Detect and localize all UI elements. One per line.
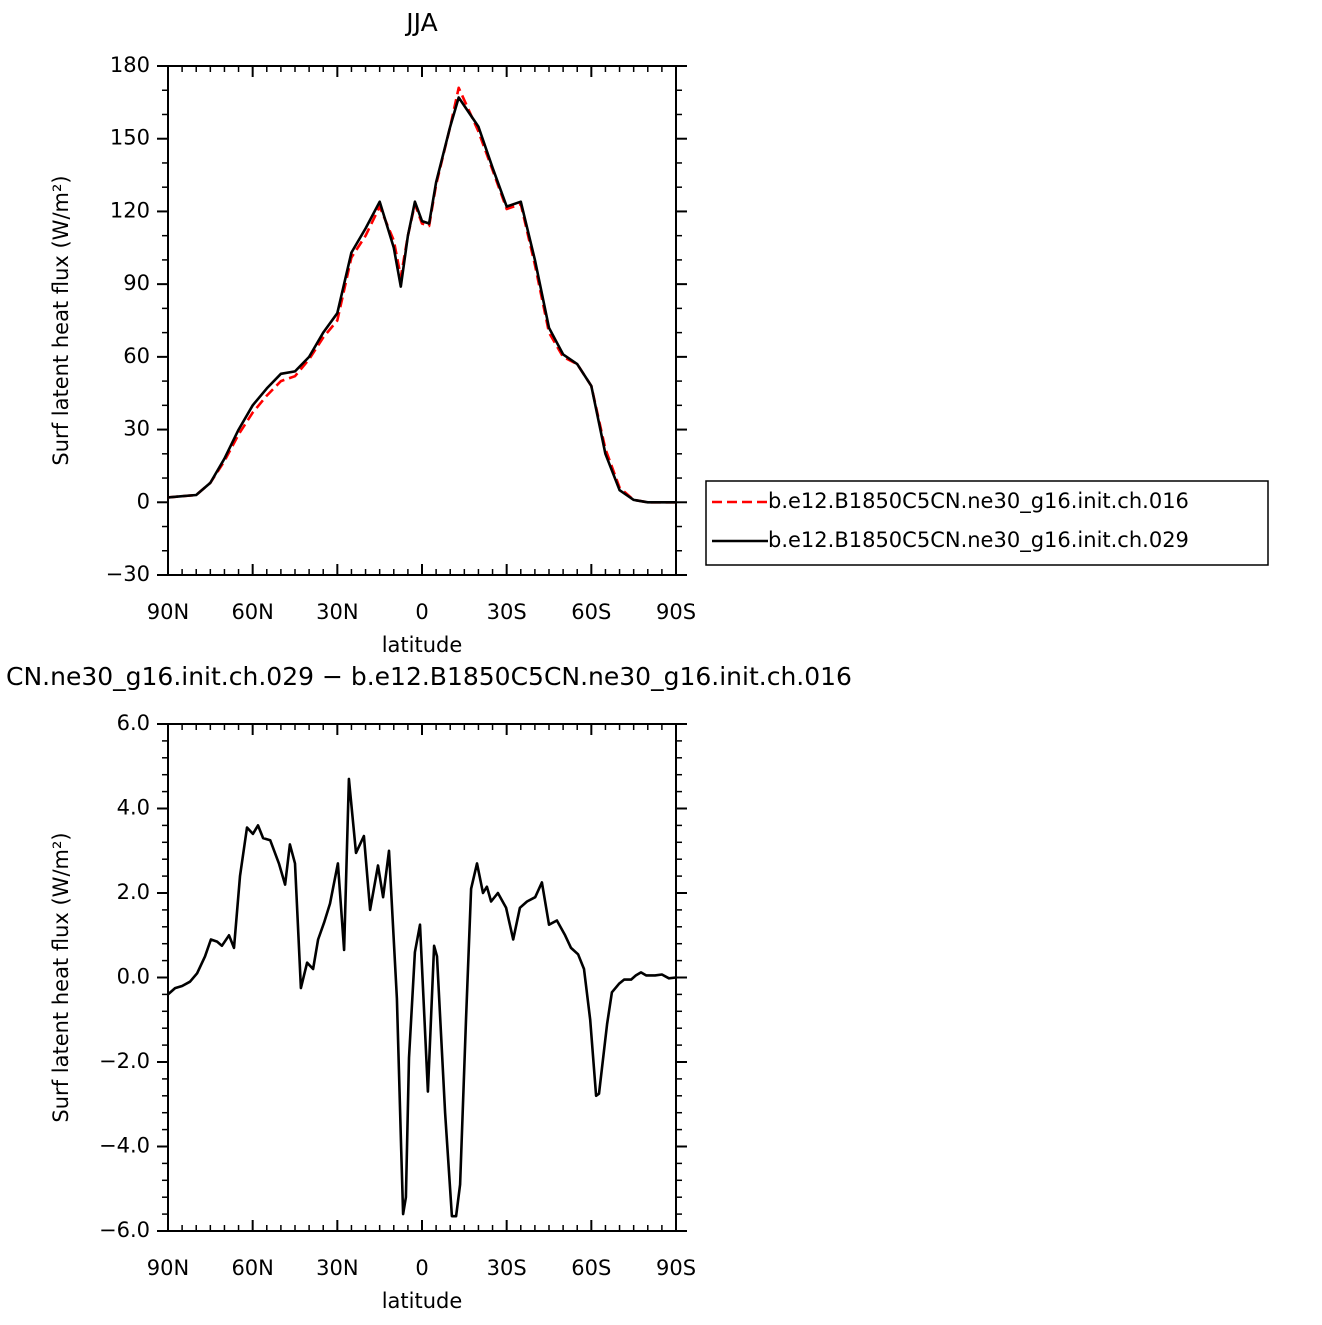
x-tick-label: 60N <box>231 1256 273 1280</box>
y-tick-label: 180 <box>110 53 150 77</box>
y-tick-label: 0 <box>137 489 150 513</box>
y-tick-label: −2.0 <box>99 1049 150 1073</box>
plot-frame <box>167 65 677 576</box>
x-axis-label: latitude <box>382 1289 463 1313</box>
legend-label: b.e12.B1850C5CN.ne30_g16.init.ch.016 <box>768 489 1189 514</box>
x-tick-label: 30S <box>487 600 527 624</box>
legend-label: b.e12.B1850C5CN.ne30_g16.init.ch.029 <box>768 528 1189 553</box>
y-axis-label: Surf latent heat flux (W/m²) <box>49 175 73 465</box>
legend-box <box>705 480 1269 566</box>
x-tick-label: 30S <box>487 1256 527 1280</box>
y-tick-label: 150 <box>110 126 150 150</box>
y-tick-label: −6.0 <box>99 1218 150 1242</box>
y-tick-label: 2.0 <box>117 880 150 904</box>
x-tick-label: 30N <box>316 1256 358 1280</box>
y-tick-label: −30 <box>106 562 150 586</box>
x-tick-label: 90N <box>147 1256 189 1280</box>
x-tick-label: 90S <box>656 1256 696 1280</box>
x-tick-label: 0 <box>415 600 428 624</box>
x-tick-label: 90N <box>147 600 189 624</box>
x-tick-label: 0 <box>415 1256 428 1280</box>
y-tick-label: 60 <box>123 344 150 368</box>
y-tick-label: 4.0 <box>117 796 150 820</box>
chart-title: CN.ne30_g16.init.ch.029 − b.e12.B1850C5C… <box>6 662 852 691</box>
x-tick-label: 90S <box>656 600 696 624</box>
x-tick-label: 60S <box>571 1256 611 1280</box>
x-tick-label: 60N <box>231 600 273 624</box>
y-tick-label: −4.0 <box>99 1134 150 1158</box>
series-line <box>167 86 676 504</box>
y-tick-label: 0.0 <box>117 965 150 989</box>
series-line <box>167 96 676 504</box>
y-tick-label: 6.0 <box>117 711 150 735</box>
chart-title: JJA <box>404 8 437 37</box>
y-tick-label: 90 <box>123 271 150 295</box>
x-tick-label: 60S <box>571 600 611 624</box>
series-line <box>167 777 677 1218</box>
y-axis-label: Surf latent heat flux (W/m²) <box>49 832 73 1122</box>
y-tick-label: 120 <box>110 198 150 222</box>
y-tick-label: 30 <box>123 417 150 441</box>
x-axis-label: latitude <box>382 633 463 657</box>
x-tick-label: 30N <box>316 600 358 624</box>
